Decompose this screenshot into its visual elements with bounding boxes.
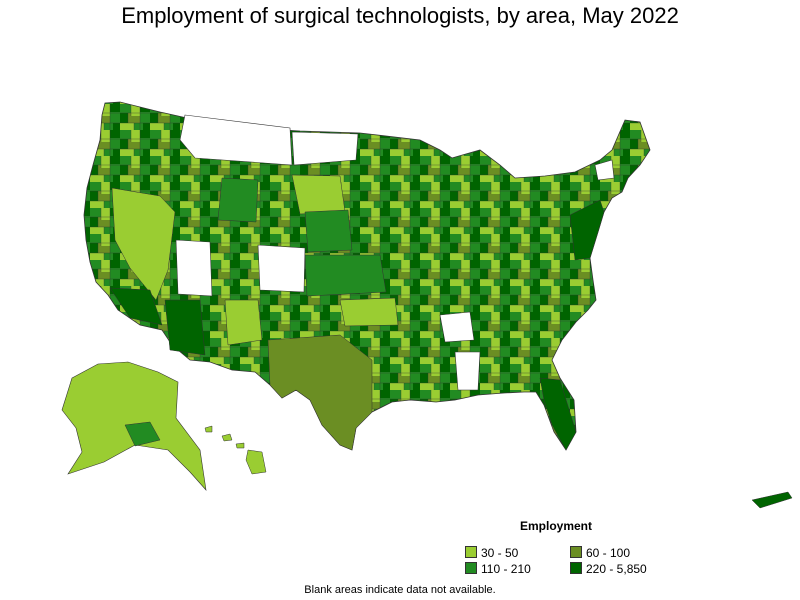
montana-blank-region xyxy=(179,114,293,166)
east-coast-region xyxy=(569,199,605,261)
nevada-region xyxy=(111,187,176,301)
arizona-region xyxy=(164,299,206,356)
legend: Employment 30 - 50 60 - 100 110 - 210 22… xyxy=(465,518,705,580)
oklahoma-region xyxy=(339,297,399,327)
legend-item-110-210: 110 - 210 xyxy=(465,562,531,576)
alaska-south-region xyxy=(124,421,161,447)
us-choropleth-map xyxy=(61,101,793,509)
utah-colorado-blank-region xyxy=(175,239,213,297)
southern-california-region xyxy=(109,287,163,326)
legend-swatch xyxy=(465,562,477,574)
montana-east-blank-region xyxy=(291,131,359,166)
legend-label: 60 - 100 xyxy=(586,546,631,560)
kentucky-blank-region xyxy=(439,311,475,343)
legend-swatch xyxy=(465,546,477,558)
new-mexico-region xyxy=(224,299,263,346)
legend-label: 220 - 5,850 xyxy=(586,562,647,576)
dakotas-region xyxy=(291,174,346,215)
kansas-region xyxy=(304,254,387,297)
legend-label: 30 - 50 xyxy=(481,546,519,560)
florida-region xyxy=(539,377,577,451)
map-title: Employment of surgical technologists, by… xyxy=(121,3,679,28)
colorado-blank-region xyxy=(257,244,306,293)
legend-title: Employment xyxy=(520,519,593,533)
legend-item-30-50: 30 - 50 xyxy=(465,546,518,560)
puerto-rico-region xyxy=(751,491,793,509)
legend-swatch xyxy=(570,546,582,558)
footnote: Blank areas indicate data not available. xyxy=(304,584,496,596)
new-england-blank-region xyxy=(594,159,615,181)
nebraska-region xyxy=(304,209,353,253)
wyoming-region xyxy=(217,177,259,223)
hawaii-region xyxy=(204,425,267,475)
texas-region xyxy=(267,334,373,451)
legend-swatch xyxy=(570,562,582,574)
legend-item-220-5850: 220 - 5,850 xyxy=(570,562,647,576)
legend-label: 110 - 210 xyxy=(481,562,531,576)
legend-item-60-100: 60 - 100 xyxy=(570,546,630,560)
mississippi-blank-region xyxy=(454,351,481,391)
